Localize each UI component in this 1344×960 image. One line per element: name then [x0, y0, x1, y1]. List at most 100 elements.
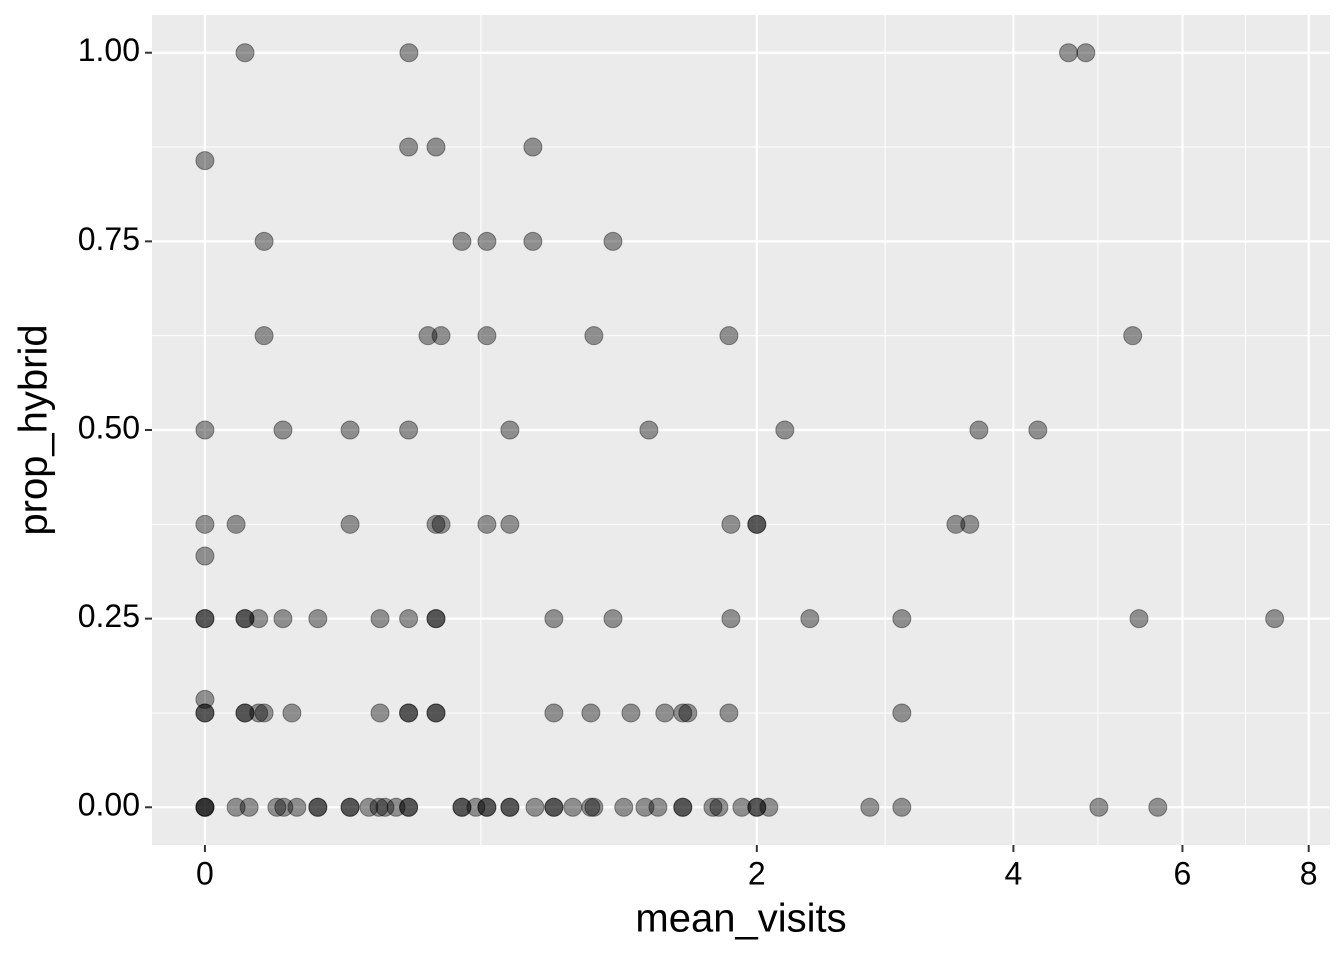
point	[1089, 797, 1109, 817]
point	[747, 514, 767, 534]
point	[500, 797, 520, 817]
point	[426, 609, 446, 629]
point	[1028, 420, 1048, 440]
point	[477, 797, 497, 817]
point	[500, 420, 520, 440]
point	[426, 703, 446, 723]
point	[584, 326, 604, 346]
point	[431, 326, 451, 346]
point	[639, 420, 659, 440]
point	[466, 797, 486, 817]
y-axis-title: prop_hybrid	[12, 324, 56, 535]
point	[635, 797, 655, 817]
point	[235, 703, 255, 723]
point	[563, 797, 583, 817]
point	[426, 609, 446, 629]
point	[678, 703, 698, 723]
x-tick-label: 2	[748, 855, 766, 891]
point	[375, 797, 395, 817]
point	[673, 703, 693, 723]
point	[370, 609, 390, 629]
point	[399, 420, 419, 440]
point	[195, 689, 215, 709]
point	[340, 514, 360, 534]
point	[249, 609, 269, 629]
point	[477, 326, 497, 346]
y-tick-label: 1.00	[78, 32, 140, 68]
point	[500, 797, 520, 817]
point	[195, 797, 215, 817]
point	[892, 609, 912, 629]
point	[544, 609, 564, 629]
point	[195, 609, 215, 629]
point	[1123, 326, 1143, 346]
point	[340, 797, 360, 817]
y-tick-label: 0.75	[78, 221, 140, 257]
point	[581, 703, 601, 723]
x-tick-label: 6	[1174, 855, 1192, 891]
point	[399, 137, 419, 157]
x-tick-label: 8	[1300, 855, 1318, 891]
point	[655, 703, 675, 723]
point	[1076, 43, 1096, 63]
point	[452, 231, 472, 251]
point	[399, 43, 419, 63]
point	[719, 703, 739, 723]
marks	[195, 43, 1285, 817]
y-tick-label: 0.25	[78, 598, 140, 634]
point	[603, 609, 623, 629]
point	[273, 609, 293, 629]
point	[892, 703, 912, 723]
point	[860, 797, 880, 817]
point	[544, 797, 564, 817]
point	[1148, 797, 1168, 817]
y-tick-label: 0.00	[78, 787, 140, 823]
point	[254, 703, 274, 723]
point	[195, 703, 215, 723]
point	[673, 797, 693, 817]
point	[969, 420, 989, 440]
x-tick-label: 4	[1005, 855, 1023, 891]
point	[621, 703, 641, 723]
point	[525, 797, 545, 817]
point	[946, 514, 966, 534]
x-axis-title: mean_visits	[635, 897, 846, 941]
point	[452, 797, 472, 817]
point	[418, 326, 438, 346]
point	[195, 797, 215, 817]
point	[648, 797, 668, 817]
point	[477, 797, 497, 817]
point	[340, 420, 360, 440]
point	[452, 797, 472, 817]
point	[249, 703, 269, 723]
point	[1265, 609, 1285, 629]
point	[273, 420, 293, 440]
point	[359, 797, 379, 817]
point	[235, 43, 255, 63]
point	[274, 797, 294, 817]
point	[747, 797, 767, 817]
point	[709, 797, 729, 817]
point	[195, 609, 215, 629]
point	[287, 797, 307, 817]
point	[195, 151, 215, 171]
point	[747, 514, 767, 534]
point	[399, 703, 419, 723]
point	[544, 797, 564, 817]
point	[195, 420, 215, 440]
point	[195, 703, 215, 723]
grid	[152, 15, 1330, 845]
point	[267, 797, 287, 817]
x-tick-label: 0	[196, 855, 214, 891]
point	[282, 703, 302, 723]
point	[721, 609, 741, 629]
point	[370, 703, 390, 723]
point	[1129, 609, 1149, 629]
point	[775, 420, 795, 440]
point	[1059, 43, 1079, 63]
point	[500, 514, 520, 534]
y-tick-label: 0.50	[78, 409, 140, 445]
point	[386, 797, 406, 817]
point	[235, 609, 255, 629]
